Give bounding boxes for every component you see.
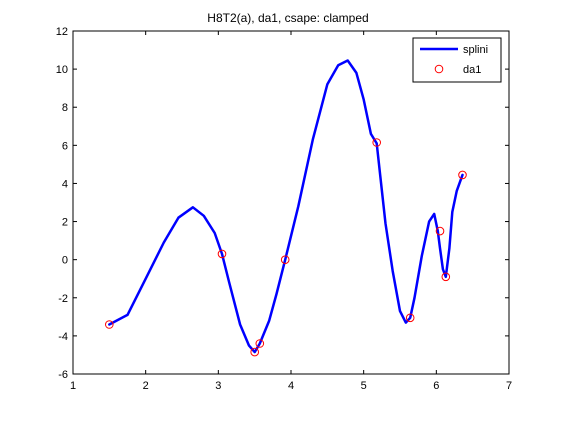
data-point-da1 [280,255,290,265]
data-point-da1 [217,249,227,259]
x-tick-label: 3 [215,380,221,392]
y-tick-label: 10 [56,64,68,76]
legend-label-da1: da1 [463,64,481,76]
data-point-da1 [435,226,445,236]
chart-title: H8T2(a), da1, csape: clamped [207,11,368,25]
series-line-splini [108,59,464,354]
plot-area [73,31,509,374]
y-tick-label: 4 [62,178,68,190]
x-tick-label: 4 [288,380,294,392]
data-point-da1 [255,339,265,348]
y-tick-label: 8 [62,102,68,114]
x-tick-label: 6 [433,380,439,392]
x-tick-label: 2 [143,380,149,392]
series-layer [105,59,467,357]
data-point-da1 [372,138,382,147]
data-point-da1 [405,313,415,323]
data-point-da1 [441,272,451,282]
data-point-da1 [105,320,114,329]
data-point-da1 [458,170,467,180]
data-point-da1 [250,347,259,357]
y-tick-label: 6 [62,140,68,152]
y-tick-label: 12 [56,26,68,38]
y-tick-label: 0 [62,255,68,267]
x-tick-label: 7 [506,380,512,392]
x-tick-label: 1 [70,380,76,392]
x-tick-label: 5 [361,380,367,392]
y-tick-label: -4 [58,331,68,343]
y-tick-label: -2 [58,293,68,305]
legend-label-splini: splini [463,44,488,56]
y-tick-label: -6 [58,369,68,381]
legend-marker-swatch [434,64,444,74]
legend-box [412,37,502,83]
y-tick-label: 2 [62,217,68,229]
legend: splini da1 [412,37,502,83]
